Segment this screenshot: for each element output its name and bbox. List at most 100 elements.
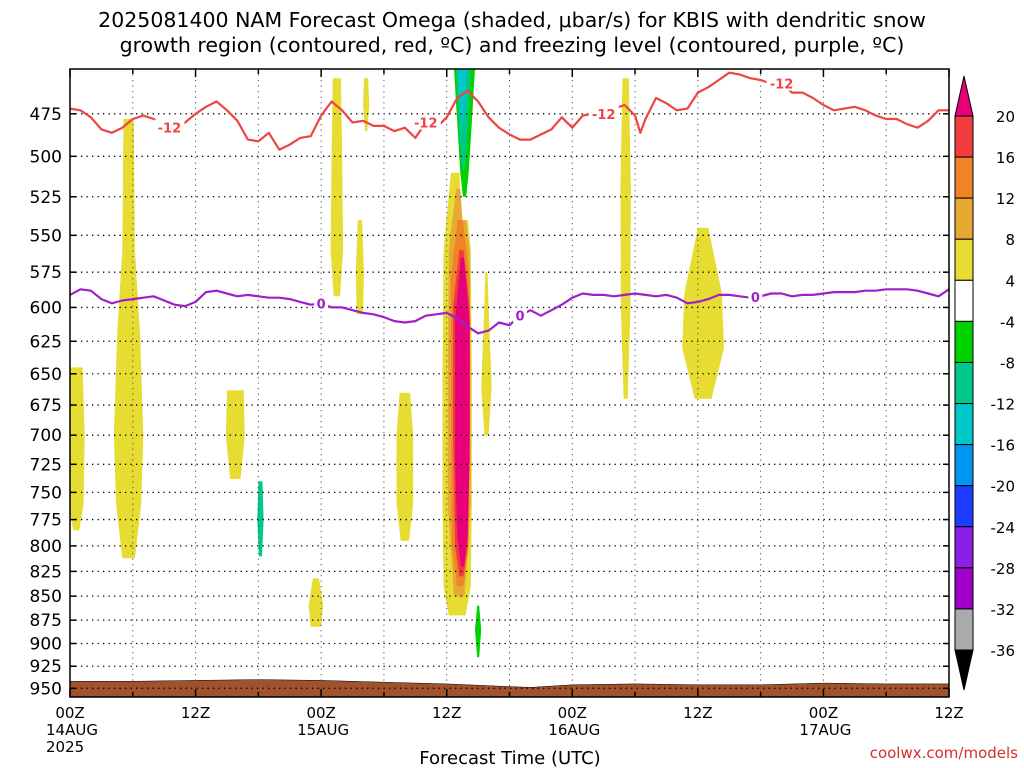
colorbar-seg-12 [954, 567, 974, 610]
xtick-label-3-0: 12Z [432, 704, 461, 722]
contour-line-1 [70, 288, 949, 335]
xtick-label-2-0: 00Z [306, 704, 335, 722]
xtick-label-5-0: 12Z [683, 704, 712, 722]
colorbar-seg-10 [954, 485, 974, 528]
contour-label-0-3: -12 [770, 78, 794, 93]
contour-label-0-0: -12 [158, 122, 182, 137]
colorbar-seg-9 [954, 444, 974, 487]
contour-label-0-2: -12 [592, 108, 616, 123]
colorbar-tick-6: -8 [1000, 354, 1015, 372]
omega-region-1 [113, 119, 144, 559]
ytick-label-900: 900 [30, 635, 62, 655]
colorbar-seg-1 [954, 115, 974, 158]
ytick-label-575: 575 [30, 263, 62, 283]
contour-label-1-2: 0 [751, 291, 760, 306]
ytick-label-500: 500 [30, 147, 62, 167]
omega-region-16 [455, 257, 470, 567]
omega-region-23 [475, 605, 482, 658]
omega-region-8 [355, 220, 364, 315]
contour-label-bg-0-0 [154, 119, 185, 135]
contour-label-bg-0-3 [766, 75, 797, 91]
colorbar-seg-7 [954, 361, 974, 405]
colorbar-tick-0: 20 [996, 108, 1015, 126]
contour-label-bg-1-0 [314, 295, 329, 311]
colorbar-tick-10: -24 [991, 519, 1016, 537]
contour-label-1-0: 0 [317, 297, 326, 312]
omega-region-30 [923, 514, 933, 536]
colorbar-tick-9: -20 [991, 478, 1016, 496]
colorbar-tick-1: 16 [996, 149, 1015, 167]
xtick-label-0-1: 14AUG [46, 721, 98, 739]
ytick-label-825: 825 [30, 562, 62, 582]
chart-title-line2: growth region (contoured, red, ºC) and f… [120, 33, 905, 57]
xtick-label-0-0: 00Z [55, 704, 84, 722]
omega-region-21 [481, 272, 492, 436]
omega-region-27 [635, 235, 639, 305]
omega-region-26 [620, 78, 631, 399]
colorbar-tick-8: -16 [991, 437, 1016, 455]
colorbar-tick-5: -4 [1000, 313, 1015, 331]
colorbar-tick-13: -36 [991, 642, 1016, 660]
colorbar: 20 16 12 8 4 -4 -8 -12 -16 -20 -24 -28 -32 -36 [954, 75, 1016, 691]
omega-region-6 [308, 578, 324, 627]
ytick-label-875: 875 [30, 611, 62, 631]
colorbar-top-arrow [954, 75, 974, 117]
contour-lines: -12 -12 -12 -12 0 0 0 [70, 71, 949, 335]
contour-label-bg-0-2 [588, 105, 619, 121]
contour-line-0 [70, 71, 949, 151]
ytick-label-650: 650 [30, 365, 62, 385]
ytick-label-675: 675 [30, 396, 62, 416]
contour-label-1-1: 0 [515, 310, 524, 325]
colorbar-seg-3 [954, 197, 974, 240]
credit-text: coolwx.com/models [870, 744, 1018, 762]
colorbar-tick-2: 12 [996, 190, 1015, 208]
colorbar-tick-7: -12 [991, 396, 1016, 414]
xtick-label-7-0: 12Z [934, 704, 963, 722]
contour-label-bg-0-1 [410, 114, 441, 130]
xtick-label-1-0: 12Z [181, 704, 210, 722]
omega-region-5 [286, 323, 310, 454]
xtick-label-2-1: 15AUG [297, 721, 349, 739]
omega-region-0 [70, 367, 85, 531]
omega-region-4 [257, 481, 264, 557]
colorbar-tick-11: -28 [991, 560, 1016, 578]
ytick-label-625: 625 [30, 332, 62, 352]
colorbar-tick-12: -32 [991, 601, 1016, 619]
x-axis-label: Forecast Time (UTC) [419, 748, 600, 768]
colorbar-seg-4 [954, 238, 974, 281]
colorbar-seg-8 [954, 403, 974, 446]
ytick-label-725: 725 [30, 455, 62, 475]
omega-region-20 [458, 69, 467, 123]
xtick-label-6-0: 00Z [809, 704, 838, 722]
colorbar-seg-5 [954, 279, 974, 322]
ytick-label-850: 850 [30, 587, 62, 607]
xtick-label-0-2: 2025 [46, 738, 84, 756]
ytick-label-775: 775 [30, 511, 62, 531]
omega-region-29 [682, 227, 724, 399]
colorbar-bottom-arrow [954, 649, 974, 691]
chart-title-line1: 2025081400 NAM Forecast Omega (shaded, μ… [98, 8, 926, 32]
ytick-label-925: 925 [30, 657, 62, 677]
grid-lines [70, 69, 949, 697]
colorbar-seg-6 [954, 320, 974, 363]
colorbar-seg-13 [954, 608, 974, 651]
colorbar-tick-3: 8 [1005, 231, 1015, 249]
omega-region-9 [347, 327, 369, 577]
pressure-axis: 475 500 525 550 575 600 625 650 675 700 725 750 775 8… [30, 105, 949, 699]
ytick-label-700: 700 [30, 426, 62, 446]
omega-region-10 [363, 78, 370, 132]
ytick-label-475: 475 [30, 105, 62, 125]
xtick-label-4-1: 16AUG [548, 721, 600, 739]
contour-label-bg-1-1 [512, 307, 527, 323]
ytick-label-550: 550 [30, 226, 62, 246]
ytick-label-750: 750 [30, 483, 62, 503]
ytick-label-950: 950 [30, 679, 62, 699]
ytick-label-525: 525 [30, 188, 62, 208]
omega-region-24 [503, 363, 520, 520]
omega-region-7 [330, 78, 344, 297]
omega-shaded-regions [70, 69, 933, 676]
colorbar-seg-11 [954, 526, 974, 569]
contour-label-0-1: -12 [414, 116, 438, 131]
